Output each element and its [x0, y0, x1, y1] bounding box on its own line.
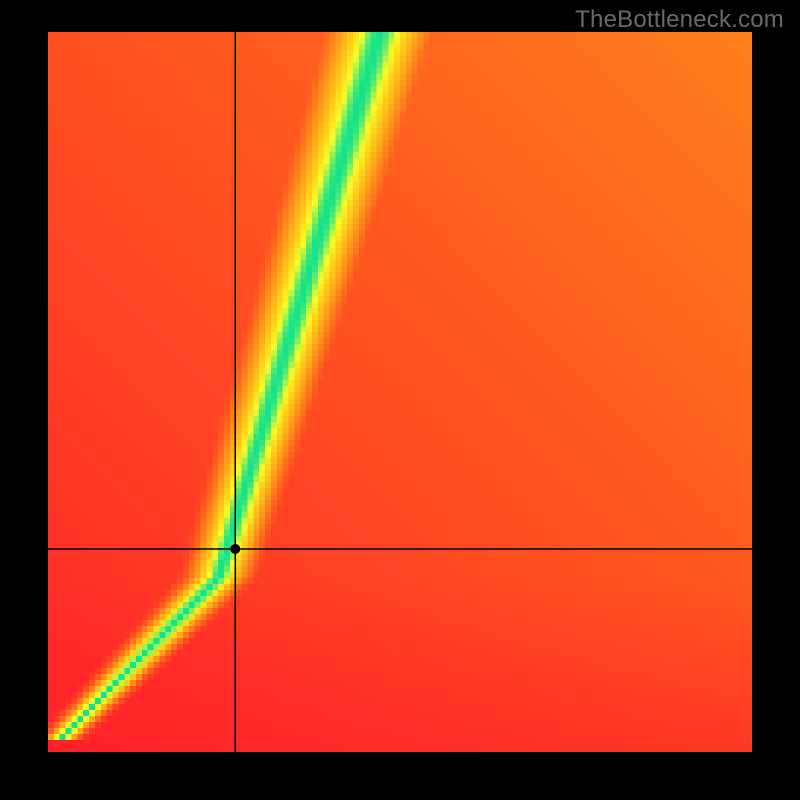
bottleneck-heatmap	[48, 32, 752, 752]
figure-container: TheBottleneck.com	[0, 0, 800, 800]
watermark-text: TheBottleneck.com	[575, 6, 784, 34]
